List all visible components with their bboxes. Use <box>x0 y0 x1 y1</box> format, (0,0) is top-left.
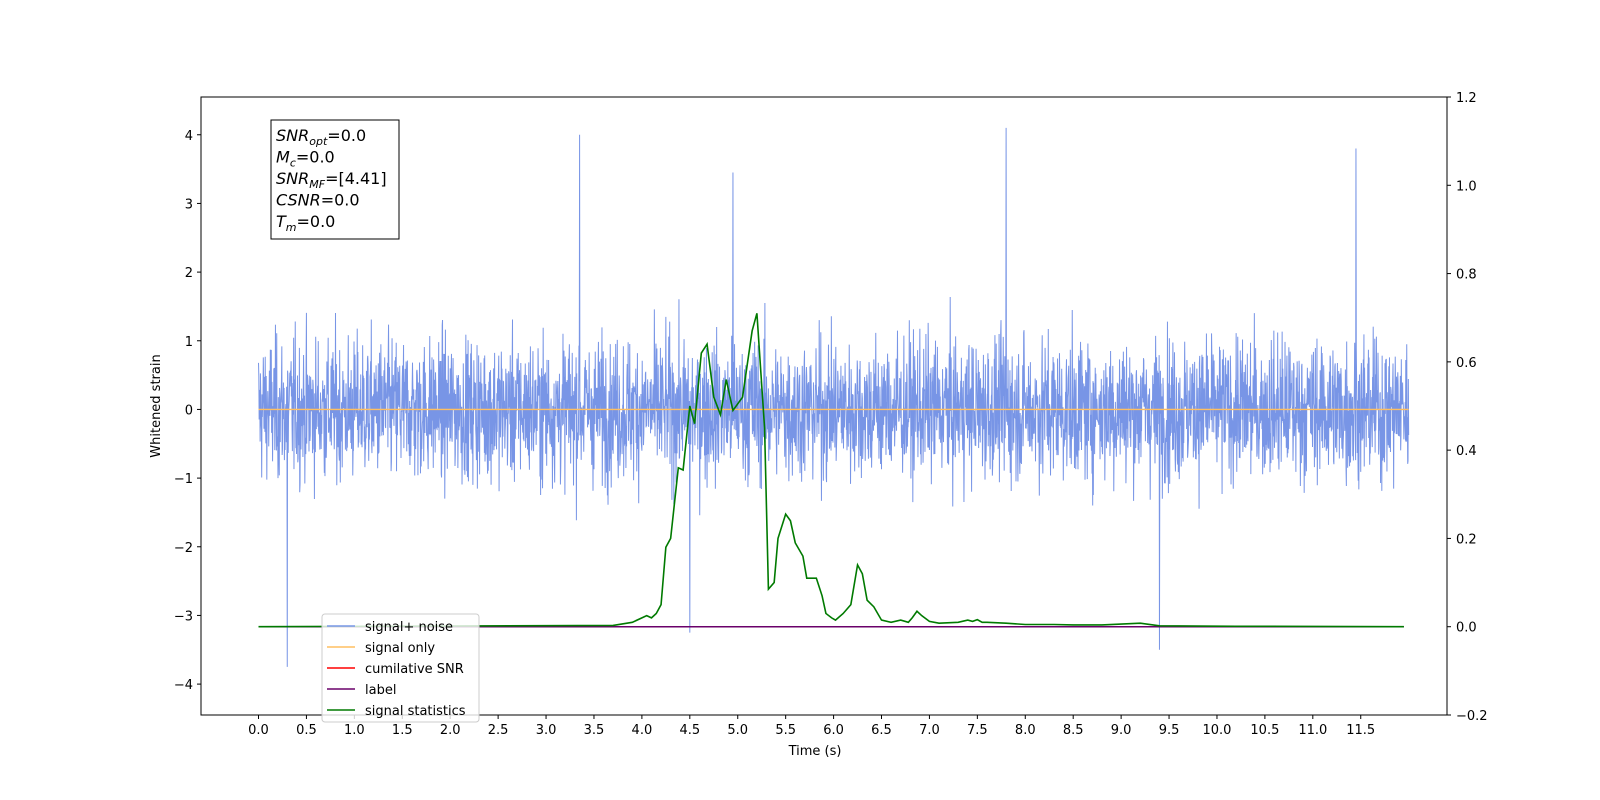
axes: 0.0 0.5 1.0 1.5 2.0 2.5 3.0 3.5 4.0 4.5 5.0 5.5 6.0 6… <box>174 91 1488 738</box>
y-tick-label: −4 <box>174 678 193 693</box>
info-box-line: Mc=0.0 <box>276 148 335 170</box>
x-tick-label: 10.5 <box>1250 723 1279 738</box>
x-tick-label: 3.5 <box>584 723 605 738</box>
x-tick-label: 11.0 <box>1298 723 1327 738</box>
y-tick-label: −3 <box>174 609 193 624</box>
y-tick-label: −2 <box>174 541 193 556</box>
info-box-line: CSNR=0.0 <box>276 191 360 210</box>
x-tick-label: 8.0 <box>1015 723 1036 738</box>
x-tick-label: 1.5 <box>392 723 413 738</box>
plot-area <box>258 127 1410 667</box>
y2-tick-label: 0.8 <box>1456 268 1477 283</box>
x-tick-label: 6.0 <box>823 723 844 738</box>
y-tick-label: 0 <box>185 403 193 418</box>
x-tick-label: 10.0 <box>1202 723 1231 738</box>
x-tick-label: 5.0 <box>727 723 748 738</box>
legend-entry: signal only <box>365 641 435 656</box>
y2-tick-label: 0.2 <box>1456 532 1477 547</box>
series-signal-statistics <box>258 313 1404 628</box>
y-tick-label: 2 <box>185 266 193 281</box>
x-tick-label: 6.5 <box>871 723 892 738</box>
legend-entry: signal+ noise <box>365 620 453 635</box>
x-tick-label: 4.5 <box>679 723 700 738</box>
y-tick-label: −1 <box>174 472 193 487</box>
x-tick-label: 5.5 <box>775 723 796 738</box>
info-box-line: Tm=0.0 <box>276 212 335 234</box>
x-tick-label: 2.5 <box>488 723 509 738</box>
y2-tick-label: 1.2 <box>1456 91 1477 106</box>
x-tick-label: 9.5 <box>1159 723 1180 738</box>
legend-entry: label <box>365 683 396 698</box>
y-axis-label: Whitened strain <box>149 354 164 457</box>
legend-entry: cumilative SNR <box>365 662 464 677</box>
x-tick-label: 2.0 <box>440 723 461 738</box>
y-tick-label: 3 <box>185 197 193 212</box>
info-box-line: SNRMF=[4.41] <box>276 169 387 191</box>
x-tick-label: 7.0 <box>919 723 940 738</box>
y2-tick-label: −0.2 <box>1456 709 1488 724</box>
y2-tick-label: 0.0 <box>1456 621 1477 636</box>
info-box-line: SNRopt=0.0 <box>276 126 366 148</box>
legend-frame <box>321 613 480 723</box>
x-tick-label: 9.0 <box>1111 723 1132 738</box>
x-tick-label: 0.5 <box>296 723 317 738</box>
y2-tick-label: 1.0 <box>1456 179 1477 194</box>
y-tick-label: 1 <box>185 335 193 350</box>
x-tick-label: 1.0 <box>344 723 365 738</box>
x-tick-label: 0.0 <box>248 723 269 738</box>
x-tick-label: 11.5 <box>1346 723 1375 738</box>
plot-frame <box>200 96 1448 716</box>
y-tick-label: 4 <box>185 129 193 144</box>
x-tick-label: 8.5 <box>1063 723 1084 738</box>
x-tick-label: 4.0 <box>632 723 653 738</box>
info-box-frame <box>270 119 400 240</box>
legend: signal+ noise signal only cumilative SNR la… <box>321 613 480 723</box>
x-axis-label: Time (s) <box>788 744 842 759</box>
x-tick-label: 7.5 <box>967 723 988 738</box>
legend-entry: signal statistics <box>365 704 466 719</box>
y2-tick-label: 0.4 <box>1456 444 1477 459</box>
y2-tick-label: 0.6 <box>1456 356 1477 371</box>
x-tick-label: 3.0 <box>536 723 557 738</box>
series-signal-noise <box>258 127 1410 667</box>
